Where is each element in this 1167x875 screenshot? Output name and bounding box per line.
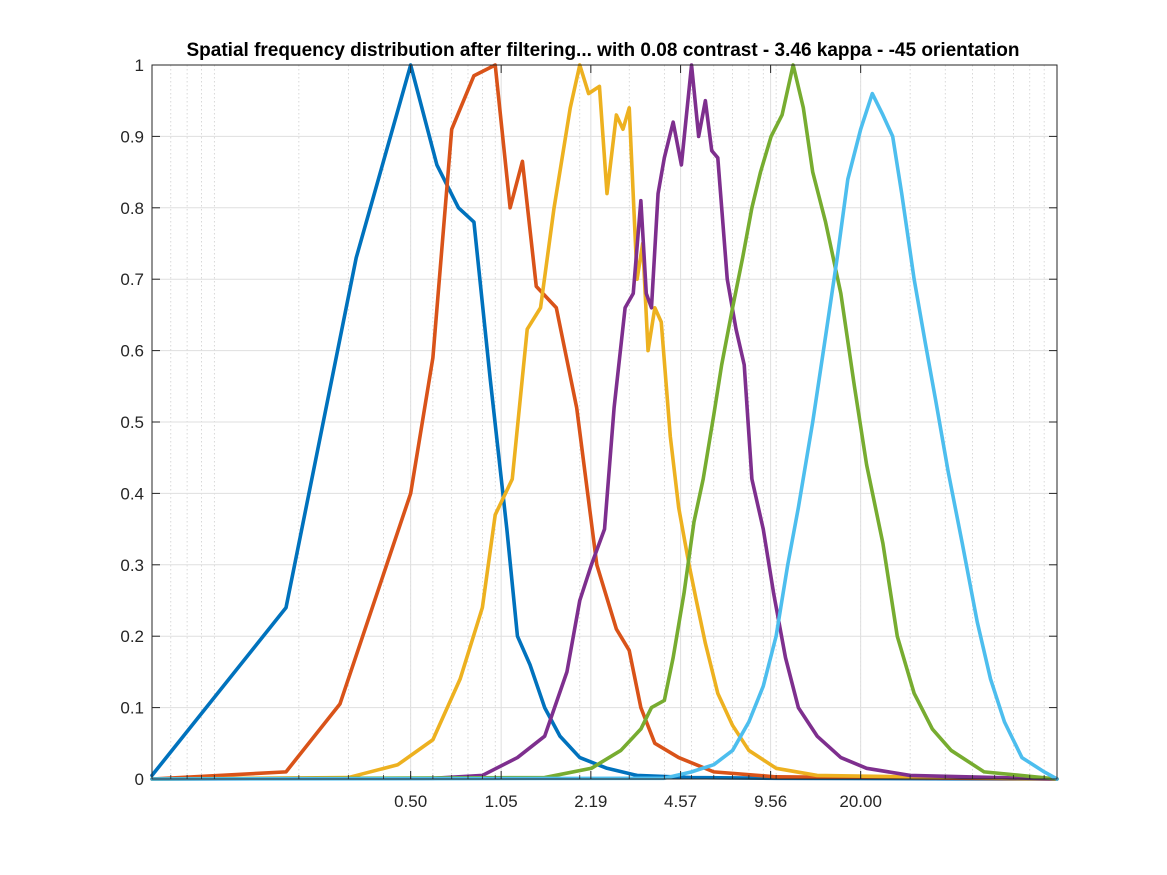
x-tick-label: 9.56	[754, 792, 787, 811]
series-line-4	[150, 63, 1059, 781]
x-tick-label: 20.00	[839, 792, 882, 811]
y-tick-label: 0.2	[120, 627, 144, 646]
series-line-2	[150, 63, 1059, 781]
series-line-3	[150, 63, 1059, 781]
y-tick-label: 0.6	[120, 342, 144, 361]
y-tick-label: 0	[135, 770, 144, 789]
y-tick-label: 0.1	[120, 699, 144, 718]
chart-title: Spatial frequency distribution after fil…	[187, 40, 1020, 61]
x-tick-label: 2.19	[574, 792, 607, 811]
series-line-5	[150, 63, 1059, 781]
y-tick-label: 0.7	[120, 270, 144, 289]
y-tick-label: 0.4	[120, 484, 144, 503]
y-tick-label: 1	[135, 56, 144, 75]
y-tick-label: 0.5	[120, 413, 144, 432]
x-tick-label: 4.57	[664, 792, 697, 811]
series-line-6	[150, 91, 1059, 781]
y-tick-labels: 0 0.1 0.2 0.3 0.4 0.5 0.6 0.7 0.8 0.9 1	[120, 56, 144, 789]
x-tick-label: 1.05	[485, 792, 518, 811]
x-tick-labels: 0.50 1.05 2.19 4.57 9.56 20.00	[394, 792, 882, 811]
x-tick-label: 0.50	[394, 792, 427, 811]
y-tick-label: 0.9	[120, 127, 144, 146]
y-tick-label: 0.8	[120, 199, 144, 218]
axis-ticks	[152, 64, 1057, 780]
y-tick-label: 0.3	[120, 556, 144, 575]
